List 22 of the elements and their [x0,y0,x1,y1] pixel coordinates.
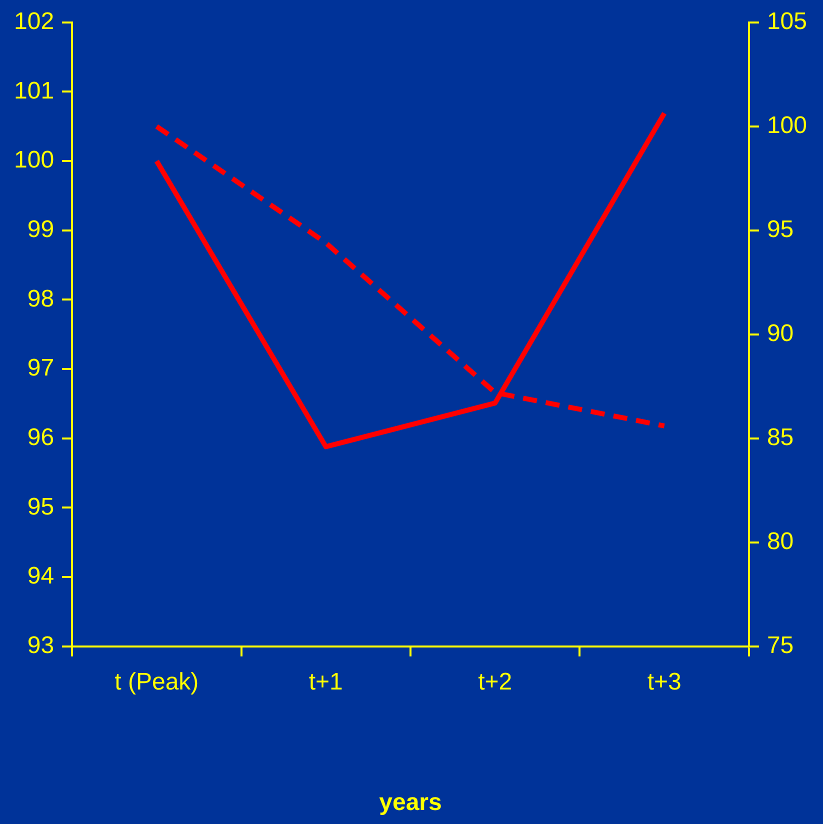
y2-tick-label: 85 [766,424,794,452]
y-tick-label: 94 [27,562,54,590]
y-tick-label: 101 [14,77,54,104]
y-tick-label: 99 [27,216,54,244]
y-tick-label: 97 [27,354,54,382]
y-tick-label: 100 [14,146,54,174]
y-tick-label: 96 [27,424,54,452]
y-tick-label: 102 [14,8,54,36]
y-tick-label: 98 [27,285,54,312]
x-tick-label: t+1 [308,668,343,696]
x-tick-label: t+3 [647,668,682,696]
x-axis-title: years [379,789,442,816]
y2-tick-label: 105 [766,8,808,36]
y2-tick-label: 75 [766,632,794,660]
y2-tick-label: 90 [766,320,794,348]
y2-tick-label: 80 [766,528,794,556]
y-tick-label: 95 [27,493,54,520]
y-tick-label: 93 [27,632,54,660]
y2-tick-label: 95 [766,216,794,244]
y2-tick-label: 100 [766,112,808,140]
x-tick-label: t (Peak) [114,668,199,696]
x-tick-label: t+2 [478,668,512,696]
